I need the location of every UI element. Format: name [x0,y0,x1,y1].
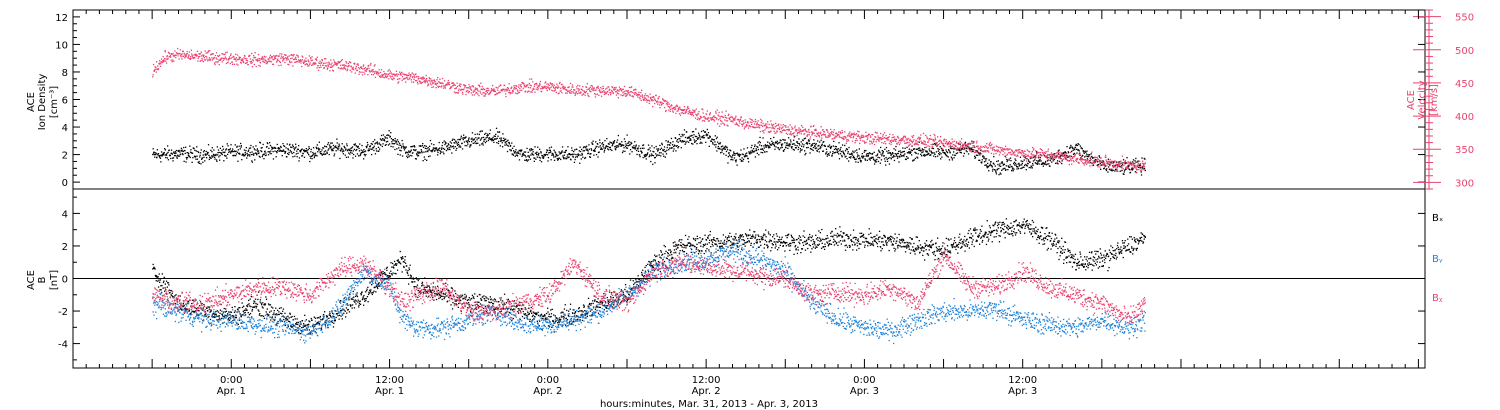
velocity-tick-label: 450 [1455,79,1474,90]
density-tick-label: 8 [62,68,68,79]
density-tick-label: 0 [62,178,68,189]
b-field-ylabel: ACE B [nT] [26,270,60,290]
velocity-ylabel: ACE Velocity [km/s] [1406,80,1440,119]
b-tick-label: -2 [58,307,68,318]
x-tick-date: Apr. 1 [375,386,404,397]
density-points [152,127,1146,176]
x-tick-date: Apr. 3 [850,386,879,397]
legend-by: Bᵧ [1432,254,1443,265]
velocity-tick-label: 500 [1455,46,1474,57]
velocity-tick-label: 550 [1455,13,1474,24]
density-tick-label: 12 [55,13,68,24]
b-legend: Bₓ Bᵧ Bᵪ [1432,213,1443,304]
b-ylabel-line3: [nT] [49,270,60,290]
velocity-points [152,47,1146,174]
velocity-tick-label: 300 [1455,178,1474,189]
density-ylabel-line2: Ion Density [37,74,48,131]
x-tick-date: Apr. 2 [692,386,721,397]
density-ylabel-line3: [cm⁻³] [49,86,60,118]
velocity-ylabel-line2: Velocity [1417,80,1428,119]
x-tick-date: Apr. 3 [1008,386,1037,397]
legend-bx: Bₓ [1432,213,1443,224]
by-points [152,240,1146,345]
b-y-ticks: -4 -2 0 2 4 [58,196,1425,361]
b-tick-label: -4 [58,340,68,351]
x-tick-time: 0:00 [220,375,242,386]
density-y-ticks: 0 2 4 6 8 10 12 [55,9,1425,190]
b-ylabel-line2: B [37,276,48,283]
x-tick-date: Apr. 1 [217,386,246,397]
plot-layer: 024681012300350400450500550-4-20240:00Ap… [55,9,1474,397]
x-tick-time: 12:00 [692,375,721,386]
b-tick-label: 4 [62,209,68,220]
b-tick-label: 0 [62,275,68,286]
b-tick-label: 2 [62,242,68,253]
density-ylabel-line1: ACE [26,92,37,112]
x-tick-time: 12:00 [1008,375,1037,386]
density-tick-label: 10 [55,40,68,51]
x-axis-title: hours:minutes, Mar. 31, 2013 - Apr. 3, 2… [600,399,818,410]
x-tick-time: 12:00 [375,375,404,386]
bz-points [152,242,1146,325]
velocity-y-ticks: 300 350 400 450 500 550 [1413,9,1474,190]
velocity-ylabel-line3: [km/s] [1429,84,1440,116]
b-ylabel-line1: ACE [26,270,37,290]
velocity-ylabel-line1: ACE [1406,90,1417,110]
density-tick-label: 2 [62,151,68,162]
x-tick-date: Apr. 2 [533,386,562,397]
density-ylabel: ACE Ion Density [cm⁻³] [26,74,60,131]
density-tick-label: 4 [62,123,68,134]
legend-bz: Bᵪ [1432,293,1443,304]
density-tick-label: 6 [62,96,68,107]
velocity-tick-label: 400 [1455,112,1474,123]
velocity-tick-label: 350 [1455,145,1474,156]
x-tick-time: 0:00 [853,375,875,386]
x-tick-time: 0:00 [537,375,559,386]
